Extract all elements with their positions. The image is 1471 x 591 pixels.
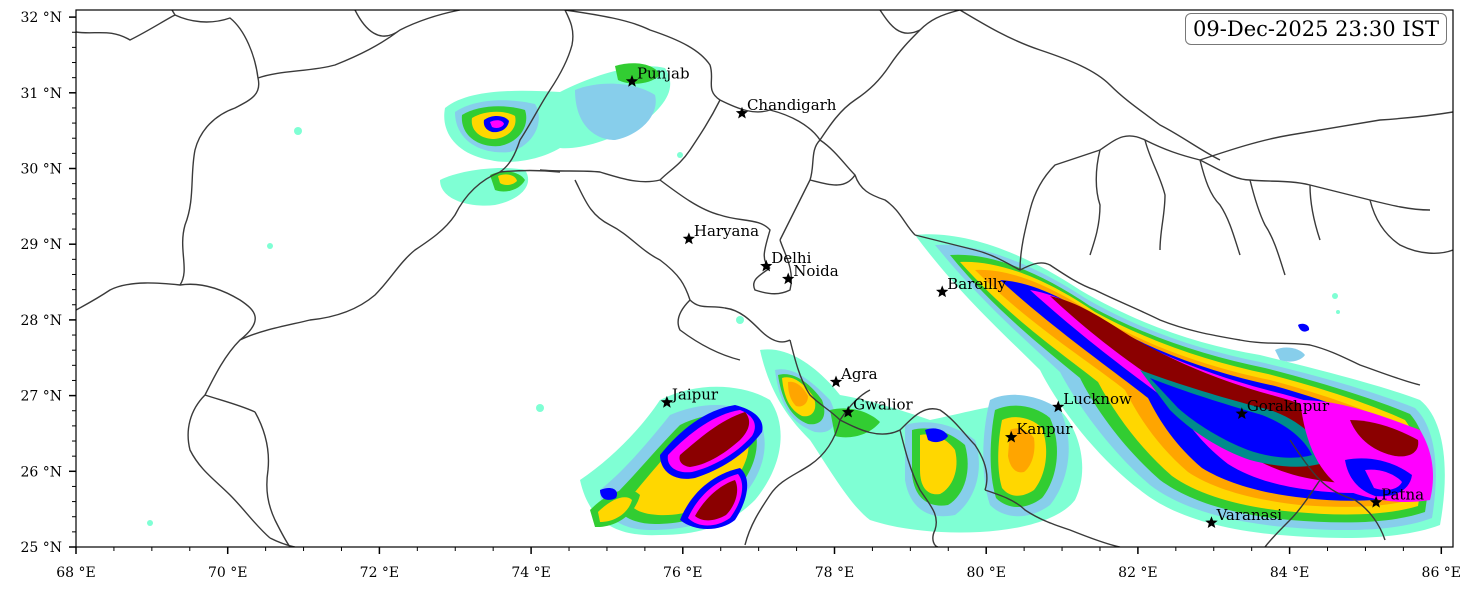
x-tick-label: 70 °E	[208, 565, 247, 581]
city-label-chandigarh: Chandigarh	[747, 96, 837, 114]
y-tick-label: 30 °N	[20, 162, 62, 178]
city-label-jaipur: Jaipur	[670, 385, 719, 403]
rain-cluster-punjab	[440, 63, 671, 206]
x-tick-label: 82 °E	[1118, 565, 1157, 581]
boundary-kashmir	[257, 10, 461, 79]
city-marker-chandigarh	[735, 106, 749, 119]
city-marker-agra	[829, 375, 843, 388]
city-marker-jaipur	[660, 395, 674, 408]
boundary-nepal	[914, 135, 1431, 386]
y-axis: 25 °N 26 °N 27 °N 28 °N 29 °N 30 °N 31 °N 32 °N	[20, 10, 76, 556]
y-tick-label: 28 °N	[20, 313, 62, 329]
x-tick-label: 80 °E	[966, 565, 1005, 581]
boundary-india-pakistan	[187, 10, 574, 539]
city-marker-lucknow	[1052, 400, 1065, 413]
x-tick-label: 68 °E	[56, 565, 95, 581]
boundary-rajasthan-west	[204, 394, 291, 547]
x-axis: 68 °E 70 °E 72 °E 74 °E 76 °E 78 °E 80 °E 82 °E…	[56, 547, 1461, 581]
y-tick-label: 27 °N	[20, 389, 62, 405]
y-tick-label: 31 °N	[20, 86, 62, 102]
boundary-afghanistan	[76, 10, 260, 311]
x-tick-label: 74 °E	[511, 565, 550, 581]
city-label-delhi: Delhi	[771, 249, 811, 267]
timestamp-badge: 09-Dec-2025 23:30 IST	[1185, 13, 1447, 45]
city-marker-noida	[782, 272, 795, 285]
boundary-rajasthan-mp	[744, 339, 988, 546]
x-tick-label: 76 °E	[663, 565, 702, 581]
city-label-kanpur: Kanpur	[1016, 420, 1073, 438]
boundary-uttarakhand	[809, 10, 961, 236]
rain-cluster-central	[760, 349, 1083, 533]
boundary-pakistan-internal	[179, 283, 296, 547]
city-label-bareilly: Bareilly	[947, 275, 1006, 293]
city-label-patna: Patna	[1381, 485, 1424, 503]
city-marker-haryana	[682, 232, 695, 245]
rain-speckles	[147, 127, 1340, 526]
x-tick-label: 78 °E	[815, 565, 854, 581]
city-marker-gorakhpur	[1235, 407, 1248, 419]
city-label-haryana: Haryana	[694, 222, 759, 240]
y-tick-label: 25 °N	[20, 540, 62, 556]
city-label-gwalior: Gwalior	[853, 395, 913, 413]
city-label-varanasi: Varanasi	[1215, 506, 1282, 524]
x-tick-label: 84 °E	[1270, 565, 1309, 581]
city-label-lucknow: Lucknow	[1063, 390, 1132, 408]
boundary-nepal-internal	[1089, 139, 1453, 276]
city-label-punjab: Punjab	[637, 64, 690, 82]
boundary-bihar	[1264, 439, 1386, 547]
x-tick-label: 72 °E	[360, 565, 399, 581]
y-tick-label: 32 °N	[20, 10, 62, 26]
city-marker-varanasi	[1205, 516, 1218, 528]
y-tick-label: 29 °N	[20, 237, 62, 253]
boundaries-layer	[76, 10, 1453, 547]
city-marker-patna	[1369, 495, 1383, 508]
x-tick-label: 86 °E	[1422, 565, 1461, 581]
city-label-agra: Agra	[840, 365, 878, 383]
rain-cluster-rajasthan	[580, 386, 781, 536]
city-label-gorakhpur: Gorakhpur	[1247, 397, 1330, 415]
precipitation-layer	[147, 63, 1445, 538]
city-marker-delhi	[760, 259, 773, 272]
boundary-up-mp	[899, 429, 1121, 547]
city-marker-bareilly	[936, 285, 949, 298]
city-marker-kanpur	[1005, 430, 1018, 443]
city-marker-gwalior	[842, 405, 855, 418]
city-label-noida: Noida	[793, 262, 839, 280]
city-marker-punjab	[625, 74, 639, 87]
y-tick-label: 26 °N	[20, 464, 62, 480]
boundary-haryana	[574, 139, 821, 361]
rain-cluster-east	[915, 234, 1445, 538]
plot-frame	[75, 9, 1454, 548]
boundary-tibet	[879, 10, 1453, 161]
